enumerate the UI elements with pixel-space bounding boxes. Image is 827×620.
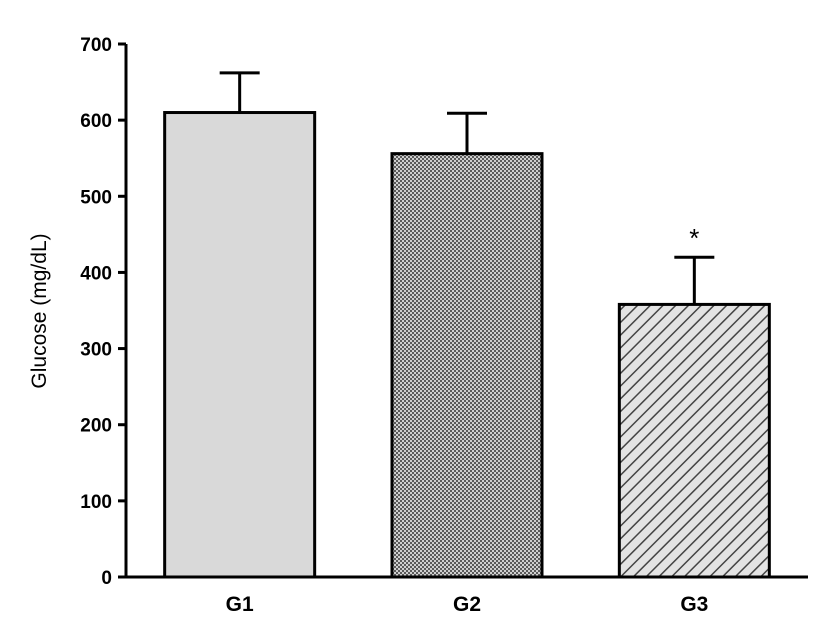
bars: *	[163, 71, 771, 579]
bar-group-g1	[163, 71, 317, 579]
bar-group-g3: *	[617, 223, 771, 579]
x-tick-label-g1: G1	[226, 593, 254, 616]
y-tick-label: 0	[101, 568, 112, 589]
significance-marker: *	[689, 223, 699, 253]
bar-g2	[390, 152, 544, 579]
y-tick-label: 600	[80, 111, 112, 132]
y-tick-label: 300	[80, 340, 112, 361]
y-tick-label: 100	[80, 492, 112, 513]
x-tick-label-g3: G3	[680, 593, 708, 616]
y-axis-title: Glucose (mg/dL)	[28, 233, 51, 388]
y-tick-label: 200	[80, 416, 112, 437]
bar-group-g2	[390, 111, 544, 579]
bar-g1	[163, 111, 317, 579]
x-axis: G1 G2 G3	[124, 575, 808, 616]
bar-g3	[617, 302, 771, 579]
y-axis: 0 100 200 300 400 500 600 700	[80, 35, 128, 589]
y-tick-label: 700	[80, 35, 112, 56]
y-tick-label: 400	[80, 263, 112, 284]
y-tick-label: 500	[80, 187, 112, 208]
x-tick-label-g2: G2	[453, 593, 481, 616]
